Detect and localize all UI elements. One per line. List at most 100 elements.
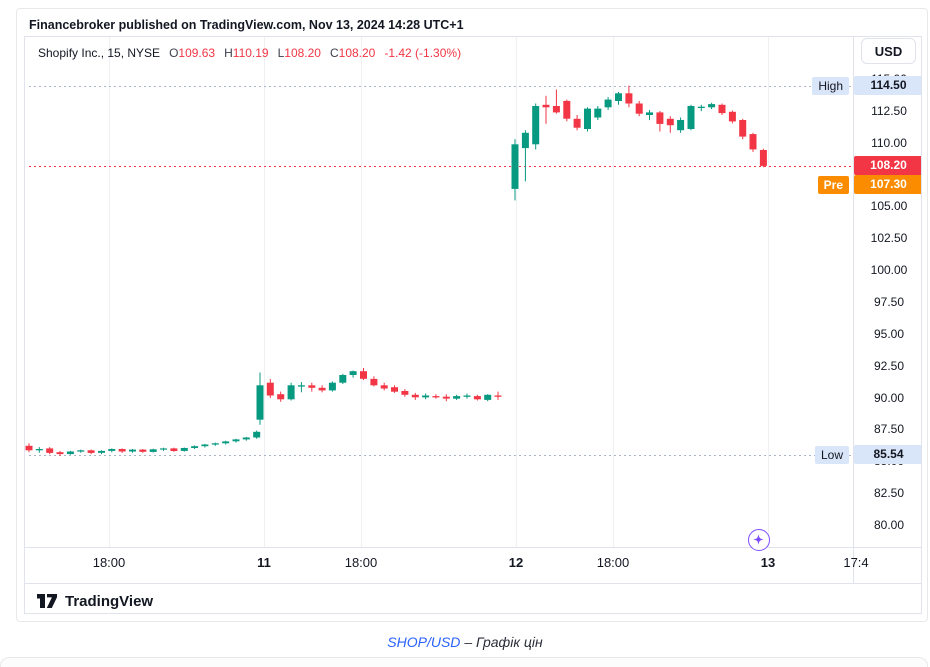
price-tick-label: 100.00 [870,263,908,277]
time-axis-day-label: 12 [508,555,524,570]
candle-body [297,385,305,387]
candle-body [266,382,274,396]
candle-body [473,396,481,400]
price-tick-label: 92.50 [873,359,905,373]
price-tick-label: 102.50 [870,231,908,245]
time-axis-day-label: 11 [257,555,271,570]
candlestick-canvas [25,85,767,456]
time-gridline [109,37,110,547]
currency-toggle-button[interactable]: USD [861,38,916,64]
candle-wick [300,382,302,393]
publisher-line: Financebroker published on TradingView.c… [29,18,464,32]
time-axis-day-label: 13 [760,555,776,570]
candle-body [677,120,685,131]
pre-market-chip: Pre [817,176,849,194]
chart-card: Shopify Inc., 15, NYSE O109.63 H110.19 L… [24,36,922,614]
ohlc-low: L108.20 [277,46,321,60]
candle-body [422,395,430,398]
candle-body [46,448,54,453]
price-tick-label: 80.00 [873,518,905,532]
candle-body [646,112,653,115]
price-tick-label: 95.00 [873,327,905,341]
candle-body [277,394,285,400]
candle-body [411,394,419,398]
candle-body [170,448,178,451]
next-section-edge [0,657,928,667]
candle-body [401,391,409,395]
tradingview-branding[interactable]: TradingView [37,589,153,613]
candle-body [108,449,116,451]
high-chip: High [812,77,849,95]
candle-body [708,104,716,108]
candle-body [211,443,219,445]
candle-body [442,396,450,399]
candle-body [222,441,230,444]
candle-body [256,385,264,420]
image-caption: SHOP/USD – Графік цін [0,634,930,650]
candle-body [573,118,581,128]
candle-body [718,104,726,114]
price-tick-label: 105.00 [870,199,908,213]
symbol-title: Shopify Inc., 15, NYSE [38,46,161,60]
candle-body [563,100,571,119]
low-value-label: 85.54 [854,445,921,464]
branding-row-border [25,583,921,584]
time-gridline [361,37,362,547]
candle-body [360,371,367,379]
candle-body [139,449,147,452]
time-axis-label: 18:00 [596,555,630,570]
candle-body [625,93,633,104]
candle-body [339,375,347,383]
candle-body [521,132,529,149]
candle-body [318,387,326,391]
candle-body [584,108,591,129]
candle-body [66,451,74,455]
candle-body [232,439,240,442]
candle-body [201,444,209,447]
candle-body [532,106,540,145]
candle-body [759,150,767,166]
candle-body [635,103,643,114]
price-axis-border [853,37,854,583]
ohlc-close: C108.20 [329,46,376,60]
high-price-line [29,86,853,87]
candle-body [697,106,705,108]
time-gridline [768,37,769,547]
published-chart-card: Financebroker published on TradingView.c… [16,8,928,622]
sparkle-event-icon[interactable] [748,529,770,551]
candle-wick [545,95,547,124]
price-tick-label: 82.50 [873,486,905,500]
candle-body [494,395,502,397]
last-price-line [29,166,853,167]
symbol-link[interactable]: SHOP/USD [387,634,461,650]
time-gridline [516,37,517,547]
candle-body [308,385,316,388]
candle-body [615,93,622,101]
time-axis-label: 17:4 [843,555,869,570]
last-price-badge: 108.20 [854,156,921,175]
candle-body [98,450,105,453]
candle-body [552,106,560,113]
candle-body [687,106,695,129]
candle-body [191,446,199,448]
candle-body [25,445,33,451]
time-axis-label: 18:00 [92,555,126,570]
candle-body [287,385,295,400]
price-tick-label: 110.00 [871,136,907,150]
candle-body [604,99,612,108]
candle-body [370,378,378,386]
price-tick-label: 90.00 [873,391,905,405]
candle-body [484,394,492,400]
candle-body [87,450,95,453]
price-tick-label: 112.50 [871,104,907,118]
price-tick-label: 97.50 [873,295,905,309]
candle-body [118,449,126,452]
candle-body [666,118,674,126]
time-axis-label: 18:00 [344,555,378,570]
candle-body [542,104,550,108]
candle-body [129,449,136,452]
ohlc-high: H110.19 [224,46,269,60]
candle-body [380,385,388,389]
candle-body [749,134,757,150]
candle-body [594,108,602,118]
